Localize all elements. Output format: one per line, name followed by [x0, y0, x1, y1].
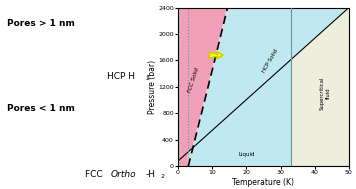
Y-axis label: Pressure (bar): Pressure (bar) — [148, 60, 157, 114]
Polygon shape — [178, 8, 227, 166]
Text: HCP H: HCP H — [107, 72, 135, 81]
Text: -H: -H — [146, 170, 156, 179]
Text: FCC: FCC — [85, 170, 106, 179]
Text: HCP Solid: HCP Solid — [262, 48, 279, 73]
Text: 2: 2 — [146, 76, 150, 81]
Text: FCC Solid: FCC Solid — [187, 67, 200, 94]
Text: Pores < 1 nm: Pores < 1 nm — [7, 104, 75, 113]
Text: Pores > 1 nm: Pores > 1 nm — [7, 19, 75, 28]
Polygon shape — [188, 60, 291, 166]
X-axis label: Temperature (K): Temperature (K) — [232, 178, 294, 187]
Polygon shape — [188, 8, 349, 166]
Text: 2: 2 — [160, 174, 164, 179]
Polygon shape — [291, 8, 349, 166]
Text: Ortho: Ortho — [110, 170, 136, 179]
Text: Supercritical
fluid: Supercritical fluid — [320, 77, 330, 110]
Text: Liquid: Liquid — [238, 152, 255, 157]
